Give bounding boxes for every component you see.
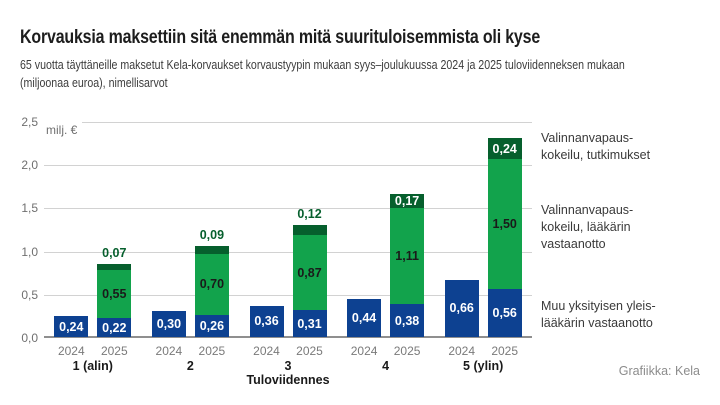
gridline <box>44 208 532 210</box>
x-axis-group-label: 2 <box>186 359 194 373</box>
x-axis-year-label: 2025 <box>296 344 323 358</box>
x-axis-year-label: 2024 <box>448 344 476 358</box>
bar-value-label: 0,56 <box>492 305 517 320</box>
bar-value-label: 0,26 <box>199 318 225 333</box>
x-axis-baseline <box>44 336 532 338</box>
bar-value-label: 0,70 <box>199 277 225 292</box>
y-axis-unit-label: milj. € <box>46 123 78 137</box>
gridline <box>44 294 532 296</box>
x-axis-group-label: 3 <box>284 359 292 373</box>
y-axis-tick-label: 2,5 <box>21 115 38 129</box>
x-axis-year-label: 2024 <box>155 344 183 358</box>
x-axis-title: Tuloviidennes <box>246 373 330 387</box>
bar-segment-muu: 0,56 <box>487 288 522 337</box>
x-axis-year-label: 2025 <box>393 344 421 358</box>
x-axis-group-label: 1 (alin) <box>72 359 113 373</box>
x-axis-year-label: 2024 <box>350 344 378 358</box>
bar-segment-laakari: 1,11 <box>390 208 425 305</box>
bar-segment-muu: 0,38 <box>390 304 425 337</box>
x-axis-group-label: 5 (ylin) <box>463 359 504 373</box>
bar-value-label: 1,50 <box>492 216 517 231</box>
bar-value-label: 0,31 <box>297 316 322 331</box>
bar-value-label: 0,36 <box>254 314 279 329</box>
bar-value-label: 0,66 <box>449 301 474 316</box>
credit-text: Grafiikka: Kela <box>618 364 700 378</box>
bar-segment-muu: 0,30 <box>151 311 186 337</box>
bar-segment-tutkimukset <box>97 264 132 271</box>
bar-segment-muu: 0,44 <box>347 298 382 337</box>
bar-value-label: 0,22 <box>102 320 127 335</box>
x-axis-year-label: 2025 <box>100 344 128 358</box>
bar-segment-laakari: 0,87 <box>292 235 327 311</box>
y-axis-tick-label: 1,5 <box>21 201 38 216</box>
bar-value-label: 0,12 <box>297 206 322 221</box>
gridline <box>82 122 532 123</box>
plot-area: milj. € Tuloviidennes 0,0 0,5 1,0 1,5 2,0 2,5… <box>21 115 532 387</box>
y-axis-tick-label: 1,0 <box>21 244 38 259</box>
bar-segment-tutkimukset: 0,24 <box>487 138 522 160</box>
legend-item-laakari: Valinnanvapaus- kokeilu, lääkärin vastaa… <box>541 203 634 251</box>
y-axis-tick-label: 0,0 <box>21 331 38 345</box>
gridline <box>44 251 532 253</box>
bar-segment-laakari: 1,50 <box>487 159 522 289</box>
bar-segment-tutkimukset <box>194 246 229 255</box>
bar-value-label: 0,30 <box>156 317 182 332</box>
x-axis-year-label: 2024 <box>253 344 280 358</box>
bar-segment-tutkimukset <box>292 224 327 236</box>
gridline <box>44 165 532 167</box>
legend-item-muu: Muu yksityisen yleis- lääkärin vastaanot… <box>541 299 656 330</box>
bar-segment-muu: 0,36 <box>249 305 284 337</box>
bar-value-label: 0,17 <box>394 193 420 208</box>
x-axis-group-label: 4 <box>382 359 390 373</box>
bar-segment-muu: 0,22 <box>97 318 132 337</box>
bar-value-label: 0,09 <box>199 228 225 243</box>
y-axis-tick-label: 2,0 <box>21 158 38 173</box>
bar-value-label: 1,11 <box>395 249 419 264</box>
bar-segment-muu: 0,31 <box>292 310 327 337</box>
y-axis-tick-label: 0,5 <box>21 287 38 302</box>
bar-value-label: 0,24 <box>492 141 517 156</box>
bar-value-label: 0,87 <box>297 265 322 280</box>
bar-segment-laakari: 0,70 <box>194 254 229 315</box>
bar-segment-tutkimukset: 0,17 <box>390 193 425 209</box>
bar-segment-muu: 0,26 <box>194 314 229 337</box>
bar-segment-muu: 0,24 <box>54 316 89 337</box>
bar-value-label: 0,24 <box>59 319 84 334</box>
legend-item-tutkimukset: Valinnanvapaus- kokeilu, tutkimukset <box>541 131 651 162</box>
bar-value-label: 0,44 <box>351 310 377 325</box>
chart-subtitle: 65 vuotta täyttäneille maksetut Kela-kor… <box>20 58 625 90</box>
bar-value-label: 0,07 <box>102 246 127 261</box>
x-axis-year-label: 2025 <box>198 344 226 358</box>
bar-value-label: 0,38 <box>394 313 420 328</box>
bar-value-label: 0,55 <box>102 287 127 302</box>
bar-segment-laakari: 0,55 <box>97 270 132 318</box>
chart-title: Korvauksia maksettiin sitä enemmän mitä … <box>20 27 541 48</box>
x-axis-year-label: 2024 <box>57 344 85 358</box>
bar-segment-muu: 0,66 <box>444 279 479 337</box>
x-axis-year-label: 2025 <box>491 344 519 358</box>
